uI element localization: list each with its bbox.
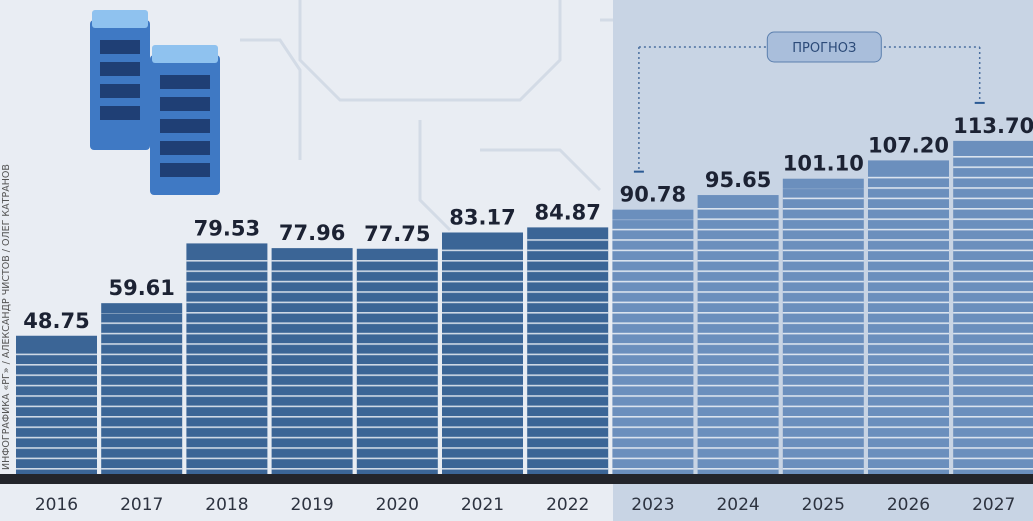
value-label: 83.17	[449, 205, 515, 229]
baseline-strip	[0, 474, 1033, 484]
forecast-label: ПРОГНОЗ	[792, 41, 856, 56]
x-tick-label: 2023	[631, 495, 674, 515]
value-label: 113.70	[953, 114, 1033, 138]
x-tick-label: 2025	[802, 495, 845, 515]
bar-stripes	[442, 242, 523, 482]
x-tick-label: 2020	[376, 495, 419, 515]
value-label: 95.65	[705, 168, 771, 192]
chart: ИНФОГРАФИКА «РГ» / АЛЕКСАНДР ЧИСТОВ / ОЛ…	[0, 0, 1033, 521]
bar-stripes	[186, 253, 267, 482]
bar-stripes	[16, 346, 97, 482]
bar-stripes	[953, 151, 1033, 482]
bar-stripes	[698, 205, 779, 482]
value-label: 79.53	[194, 216, 260, 240]
value-label: 59.61	[108, 276, 174, 300]
bar-stripes	[272, 258, 353, 482]
value-label: 77.75	[364, 222, 430, 246]
value-label: 101.10	[783, 152, 864, 176]
value-label: 84.87	[534, 200, 600, 224]
value-label: 107.20	[868, 133, 949, 157]
value-label: 48.75	[23, 309, 89, 333]
x-tick-label: 2026	[887, 495, 930, 515]
x-tick-label: 2027	[972, 495, 1015, 515]
x-tick-label: 2022	[546, 495, 589, 515]
bar-stripes	[101, 313, 182, 482]
x-tick-label: 2021	[461, 495, 504, 515]
credit: ИНФОГРАФИКА «РГ» / АЛЕКСАНДР ЧИСТОВ / ОЛ…	[1, 164, 12, 470]
bar-stripes	[357, 259, 438, 482]
value-label: 90.78	[620, 183, 686, 207]
x-tick-label: 2016	[35, 495, 78, 515]
x-tick-label: 2018	[205, 495, 248, 515]
bar-stripes	[527, 237, 608, 482]
x-tick-label: 2017	[120, 495, 163, 515]
x-tick-label: 2024	[716, 495, 759, 515]
x-tick-label: 2019	[290, 495, 333, 515]
bar-stripes	[868, 170, 949, 482]
bar-stripes	[612, 220, 693, 482]
bar-stripes	[783, 189, 864, 482]
value-label: 77.96	[279, 221, 345, 245]
